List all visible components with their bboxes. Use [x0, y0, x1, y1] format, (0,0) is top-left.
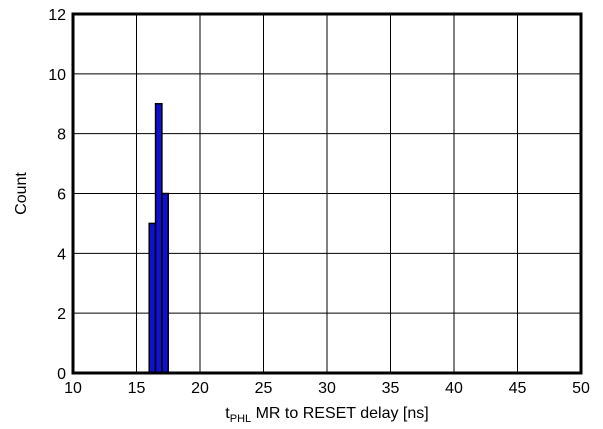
x-tick-label: 30 — [318, 380, 336, 397]
y-tick-label: 10 — [48, 67, 66, 84]
y-tick-label: 0 — [57, 366, 66, 383]
plot-frame — [71, 12, 583, 375]
x-axis-title-main: t — [225, 405, 230, 422]
x-tick-label: 40 — [445, 380, 463, 397]
x-tick-label: 10 — [64, 380, 82, 397]
histogram-bar — [154, 103, 163, 374]
x-axis-title-rest: MR to RESET delay [ns] — [251, 405, 429, 422]
x-tick-label: 50 — [572, 380, 590, 397]
x-axis-title: tPHL MR to RESET delay [ns] — [225, 405, 428, 425]
x-tick-labels: 10 15 20 25 30 35 40 45 50 — [64, 380, 590, 397]
y-tick-label: 12 — [48, 7, 66, 24]
y-tick-label: 4 — [57, 246, 66, 263]
x-tick-label: 35 — [382, 380, 400, 397]
y-tick-label: 8 — [57, 127, 66, 144]
x-tick-label: 25 — [255, 380, 273, 397]
y-tick-labels: 0 2 4 6 8 10 12 — [48, 7, 66, 383]
histogram-bars — [148, 103, 169, 374]
x-tick-label: 20 — [191, 380, 209, 397]
y-axis-title: Count — [13, 172, 30, 215]
y-tick-label: 2 — [57, 306, 66, 323]
x-tick-label: 45 — [509, 380, 527, 397]
histogram-bar — [148, 222, 157, 374]
x-axis-title-subscript: PHL — [230, 413, 251, 425]
y-tick-label: 6 — [57, 187, 66, 204]
x-tick-label: 15 — [128, 380, 146, 397]
histogram-bar — [161, 192, 169, 374]
